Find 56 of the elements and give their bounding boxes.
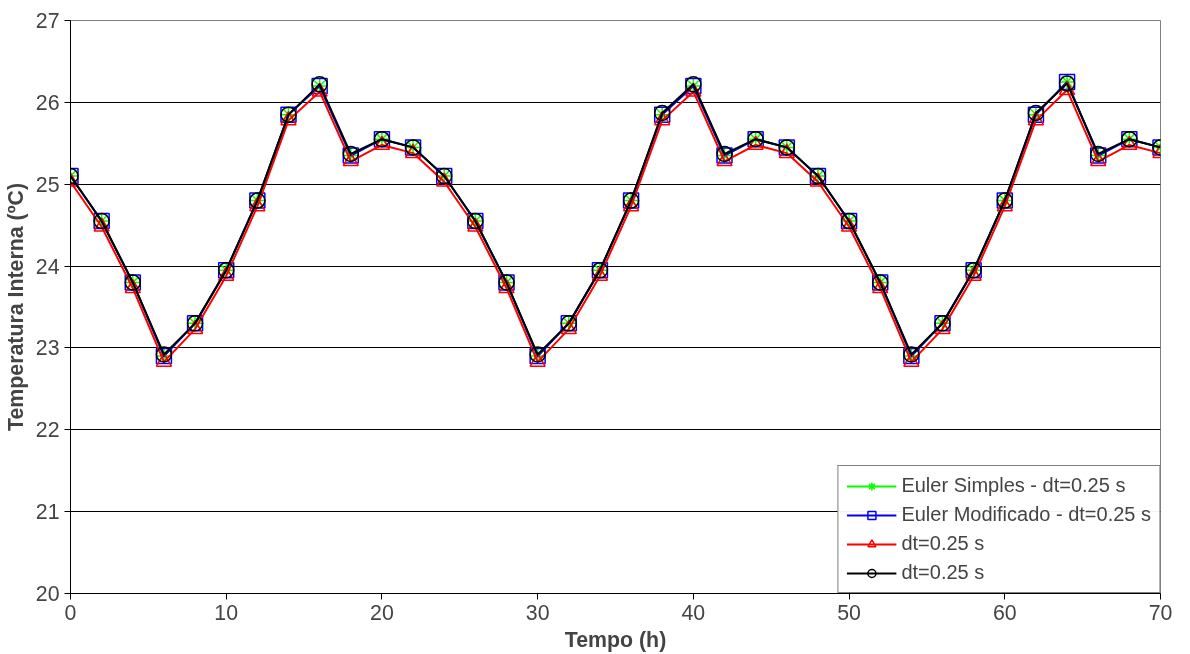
point	[903, 352, 920, 367]
y-tick-label: 20	[35, 582, 60, 606]
x-tick-label: 30	[525, 600, 550, 625]
x-tick-label: 60	[992, 600, 1017, 625]
point	[809, 172, 827, 187]
point	[280, 110, 297, 126]
point	[1121, 135, 1138, 150]
legend-label: Euler Simples - dt=0.25 s	[901, 474, 1126, 497]
legend-label: dt=0.25 s	[901, 561, 985, 584]
point	[1027, 110, 1045, 126]
point	[404, 143, 422, 159]
point	[373, 135, 391, 150]
point	[1058, 80, 1076, 96]
point	[840, 217, 858, 232]
point	[965, 266, 982, 281]
point	[311, 82, 328, 97]
x-tick-label: 0	[64, 600, 77, 625]
point	[435, 172, 453, 187]
point	[716, 151, 733, 167]
point	[996, 196, 1014, 212]
point	[186, 319, 204, 335]
x-tick-label: 40	[681, 600, 706, 625]
y-tick-label: 21	[35, 500, 60, 525]
point	[217, 266, 235, 281]
x-tick-label: 50	[837, 600, 862, 625]
point	[342, 151, 360, 167]
legend-label: dt=0.25 s	[901, 532, 985, 555]
x-tick-label: 20	[370, 600, 394, 625]
point	[871, 278, 889, 294]
legend-label: Euler Modificado - dt=0.25 s	[901, 503, 1151, 526]
y-tick-label: 22	[35, 418, 60, 443]
x-tick-label: 70	[1148, 600, 1173, 625]
y-tick-label: 27	[35, 9, 60, 33]
point	[560, 319, 578, 335]
point	[685, 82, 702, 97]
point	[124, 278, 142, 294]
y-tick-label: 26	[35, 90, 60, 115]
point	[622, 196, 640, 212]
point	[747, 135, 764, 150]
y-tick-label: 23	[35, 336, 60, 361]
point	[1089, 151, 1107, 167]
y-tick-label: 24	[35, 254, 60, 279]
x-axis-title: Tempo (h)	[564, 627, 667, 652]
x-tick-label: 10	[214, 600, 239, 625]
y-axis-title: Temperatura Interna (ºC)	[3, 183, 28, 431]
point	[653, 110, 671, 126]
point	[934, 319, 951, 335]
point	[93, 217, 110, 232]
point	[498, 278, 515, 294]
point	[155, 352, 173, 367]
point	[529, 352, 546, 367]
point	[778, 143, 796, 159]
point	[249, 196, 266, 212]
y-tick-label: 25	[35, 172, 60, 197]
point	[467, 217, 484, 232]
point	[591, 266, 609, 281]
